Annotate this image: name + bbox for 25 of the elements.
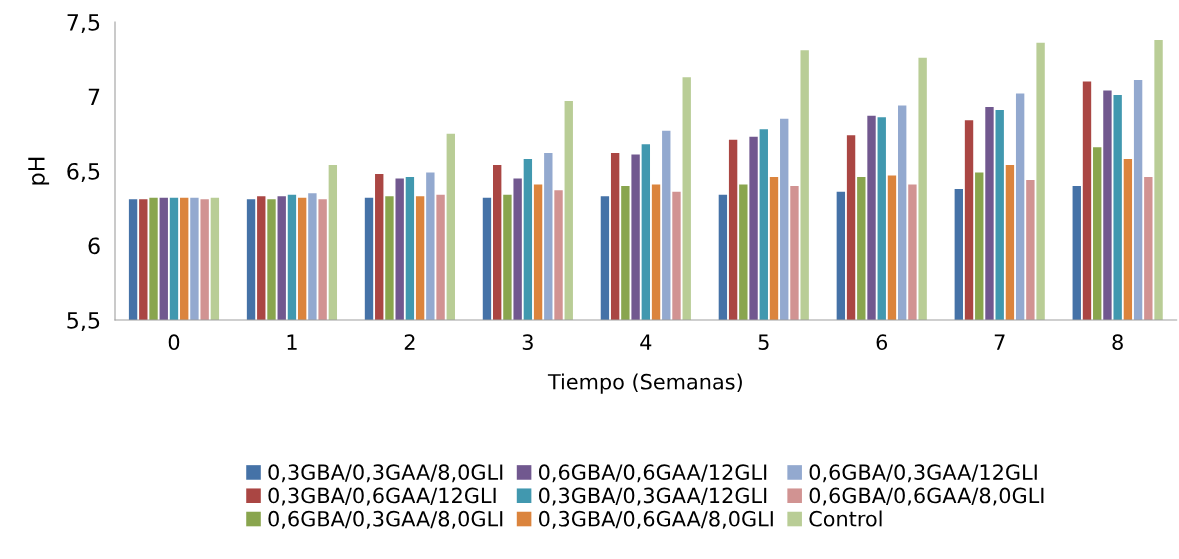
x-tick-label: 2: [404, 334, 415, 350]
y-axis-title: pH: [28, 157, 50, 185]
y-tick-label: 7,5: [67, 14, 100, 34]
x-tick-label: 3: [522, 334, 533, 351]
y-tick-label: 5,5: [67, 312, 100, 332]
legend-label: 0,3GBA/0,3GAA/12GLI: [538, 487, 767, 506]
y-tick-label: 6: [88, 237, 100, 255]
x-tick-label: 6: [876, 334, 888, 351]
x-tick-label: 5: [758, 334, 769, 351]
x-tick-label: 1: [287, 334, 297, 350]
legend-label: 0,6GBA/0,3GAA/8,0GLI: [268, 510, 503, 529]
legend-label: 0,3GBA/0,6GAA/8,0GLI: [538, 510, 773, 529]
x-tick-label: 0: [168, 334, 180, 351]
x-tick-label: 8: [1112, 334, 1123, 351]
y-tick-label: 7: [88, 88, 100, 105]
x-tick-label: 4: [640, 334, 652, 350]
legend-label: 0,6GBA/0,3GAA/12GLI: [809, 464, 1037, 483]
legend-label: Control: [809, 510, 882, 527]
legend-label: 0,3GBA/0,3GAA/8,0GLI: [268, 464, 503, 483]
legend-label: 0,3GBA/0,6GAA/12GLI: [268, 487, 496, 506]
legend-label: 0,6GBA/0,6GAA/8,0GLI: [809, 487, 1044, 506]
x-axis-title: Tiempo (Semanas): [547, 373, 742, 394]
legend-label: 0,6GBA/0,6GAA/12GLI: [538, 464, 767, 483]
x-tick-label: 7: [994, 334, 1005, 350]
y-tick-label: 6,5: [67, 162, 100, 183]
